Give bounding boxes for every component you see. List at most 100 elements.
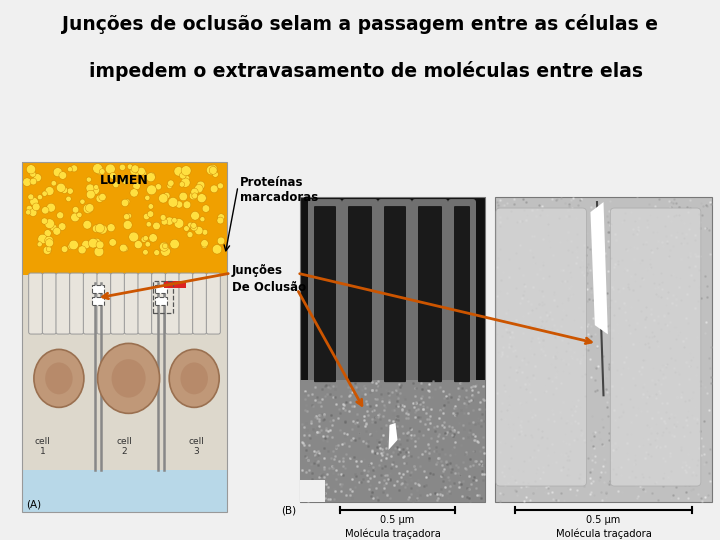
Circle shape [58,223,66,231]
Bar [300,480,325,502]
Circle shape [26,210,31,215]
Circle shape [194,226,203,235]
Circle shape [66,196,71,201]
Circle shape [96,241,104,249]
Circle shape [45,219,55,228]
Circle shape [217,217,224,224]
Circle shape [47,203,55,212]
Circle shape [141,170,146,176]
Circle shape [78,246,86,254]
Circle shape [149,234,158,242]
Bar [300,380,485,502]
Bar [156,285,167,293]
Circle shape [27,165,35,174]
FancyBboxPatch shape [166,273,179,334]
Circle shape [120,244,127,252]
Bar [495,197,712,502]
FancyBboxPatch shape [152,273,166,334]
Bar [22,162,227,512]
Circle shape [212,171,218,177]
FancyBboxPatch shape [125,273,138,334]
Circle shape [168,180,174,186]
Circle shape [94,247,104,256]
Circle shape [200,217,205,222]
Circle shape [130,189,138,197]
Circle shape [37,194,42,200]
Circle shape [147,185,156,195]
FancyBboxPatch shape [84,273,97,334]
Circle shape [92,225,100,233]
FancyBboxPatch shape [412,199,448,389]
Circle shape [95,224,104,233]
Ellipse shape [98,343,160,414]
Circle shape [183,201,191,208]
Circle shape [200,194,207,201]
Circle shape [141,237,147,242]
Circle shape [132,167,140,176]
Circle shape [43,246,51,254]
Text: Molécula traçadora
adicionada à região
apical: Molécula traçadora adicionada à região a… [343,528,442,540]
Circle shape [207,165,216,175]
Circle shape [38,234,48,244]
FancyBboxPatch shape [42,273,56,334]
Circle shape [125,199,130,204]
Circle shape [124,214,130,220]
FancyBboxPatch shape [179,273,193,334]
Circle shape [174,167,184,176]
Circle shape [30,208,37,217]
Circle shape [96,166,104,175]
Circle shape [161,219,168,225]
Circle shape [68,243,74,249]
Circle shape [99,168,105,174]
Circle shape [127,164,132,170]
FancyBboxPatch shape [97,273,111,334]
Circle shape [127,213,132,219]
Circle shape [57,212,63,219]
Polygon shape [389,423,397,450]
Circle shape [170,239,179,249]
Circle shape [83,204,93,214]
Circle shape [72,207,79,213]
Circle shape [71,165,78,172]
Text: LUMEN: LUMEN [100,174,149,187]
Circle shape [23,178,32,186]
Circle shape [99,193,106,201]
Circle shape [89,238,98,248]
Text: 0.5 µm: 0.5 µm [380,515,415,525]
Circle shape [210,166,217,174]
Circle shape [217,237,225,245]
Circle shape [105,164,115,174]
Circle shape [197,194,206,202]
FancyBboxPatch shape [378,199,412,389]
Circle shape [208,165,217,173]
Circle shape [46,246,51,252]
Circle shape [71,213,79,222]
Ellipse shape [181,362,208,394]
Circle shape [123,220,132,230]
Circle shape [53,168,63,177]
Text: 0.5 µm: 0.5 µm [586,515,621,525]
Circle shape [146,173,156,182]
Circle shape [129,232,139,242]
Text: Junções de oclusão selam a passagem entre as células e: Junções de oclusão selam a passagem entr… [62,14,658,34]
Circle shape [53,227,60,235]
Text: cell
1: cell 1 [35,437,50,456]
Circle shape [201,240,208,247]
Circle shape [134,241,143,248]
Circle shape [90,185,99,194]
Circle shape [181,166,191,176]
FancyBboxPatch shape [611,208,701,486]
Circle shape [191,188,198,195]
Text: Junções: Junções [232,264,283,276]
Circle shape [191,222,197,228]
Circle shape [122,245,128,252]
FancyBboxPatch shape [56,273,70,334]
Circle shape [30,171,36,177]
FancyBboxPatch shape [193,273,207,334]
Circle shape [86,204,94,212]
Circle shape [33,174,42,182]
Circle shape [187,232,193,238]
Circle shape [109,172,117,179]
Circle shape [109,239,117,246]
Circle shape [145,241,150,247]
